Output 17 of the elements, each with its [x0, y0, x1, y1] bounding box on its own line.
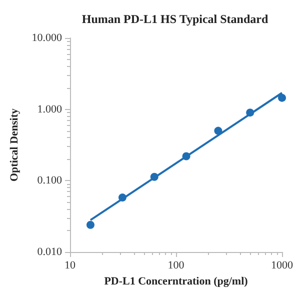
x-axis-title: PD-L1 Concerntration (pg/ml) — [104, 275, 248, 288]
point — [182, 152, 190, 160]
y-axis-title: Optical Density — [8, 108, 20, 182]
x-tick-label: 1000 — [271, 260, 294, 272]
x-tick-label: 10 — [64, 260, 76, 272]
point — [214, 126, 222, 135]
point — [86, 220, 94, 229]
y-tick-label: 0.010 — [37, 246, 62, 258]
y-tick-label: 1.000 — [37, 103, 62, 116]
y-tick-label: 10.000 — [32, 32, 62, 44]
point — [118, 194, 126, 202]
point — [278, 94, 286, 102]
x-tick-label: 100 — [168, 260, 185, 272]
chart-title: Human PD-L1 HS Typical Standard — [82, 12, 268, 26]
y-tick-label: 0.100 — [37, 174, 62, 187]
point — [246, 108, 254, 117]
point — [150, 172, 158, 181]
